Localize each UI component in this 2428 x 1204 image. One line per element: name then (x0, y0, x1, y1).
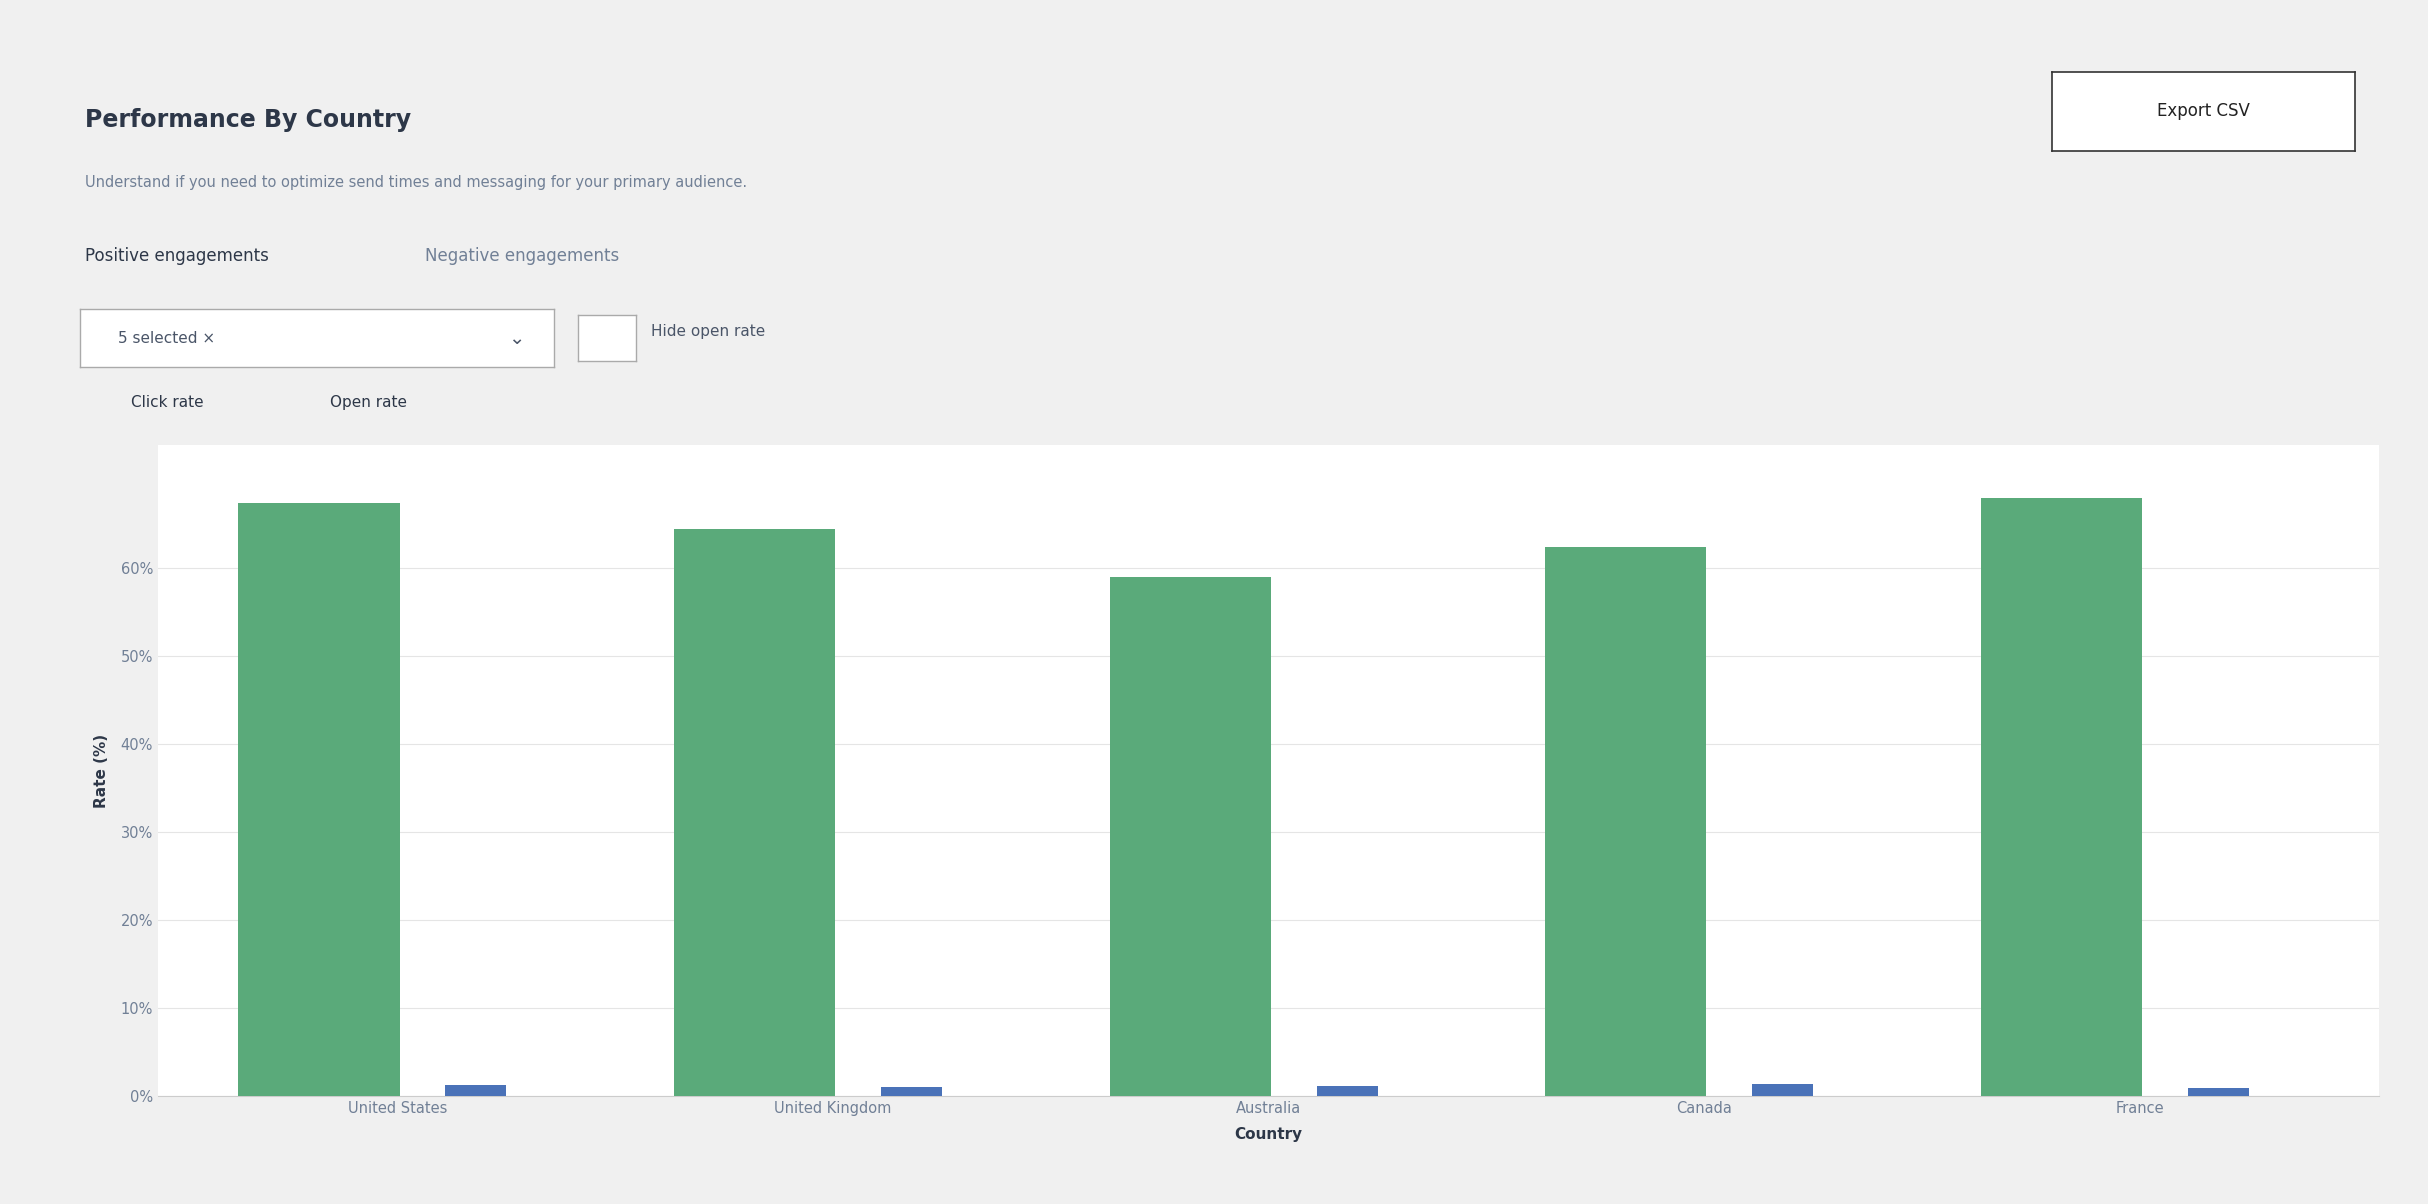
Bar (675, 529, 835, 1096)
Text: Positive engagements: Positive engagements (85, 247, 270, 265)
Y-axis label: Rate (%): Rate (%) (95, 733, 109, 808)
Text: Understand if you need to optimize send times and messaging for your primary aud: Understand if you need to optimize send … (85, 175, 748, 189)
Bar (1544, 547, 1707, 1096)
Bar (444, 1085, 507, 1096)
Bar (238, 502, 401, 1096)
Bar (881, 1087, 942, 1096)
Bar (1110, 577, 1270, 1096)
Text: Open rate: Open rate (330, 395, 408, 409)
Bar (1753, 1085, 1814, 1096)
Text: 5 selected ×: 5 selected × (119, 331, 216, 346)
Text: ⌄: ⌄ (507, 329, 524, 348)
Bar (2188, 1087, 2248, 1096)
Text: Performance By Country: Performance By Country (85, 108, 410, 132)
Text: Negative engagements: Negative engagements (425, 247, 619, 265)
Bar (1316, 1086, 1377, 1096)
Bar (1981, 498, 2141, 1096)
X-axis label: Country: Country (1233, 1127, 1304, 1141)
Text: Hide open rate: Hide open rate (651, 324, 765, 338)
Text: Click rate: Click rate (131, 395, 204, 409)
Text: Export CSV: Export CSV (2156, 102, 2251, 120)
